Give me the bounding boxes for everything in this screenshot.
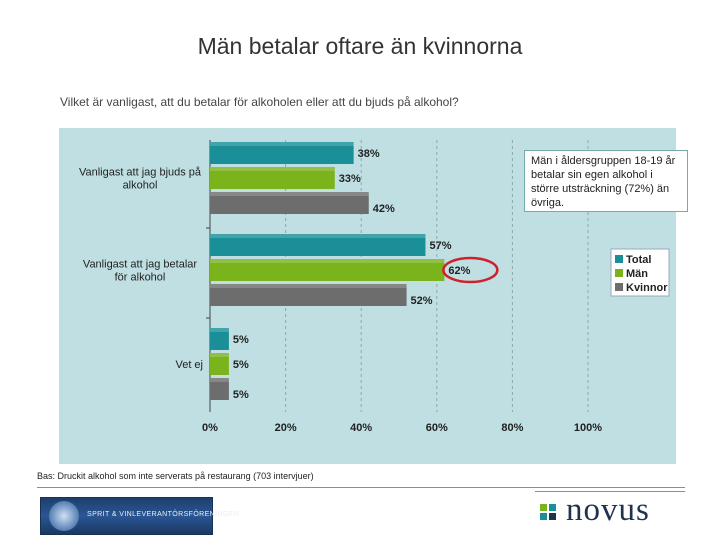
logo-divider: [535, 491, 685, 492]
legend-label: Total: [626, 254, 651, 266]
category-label: Vanligast att jag bjuds på alkohol: [79, 167, 202, 192]
bar: [210, 328, 229, 350]
x-tick-label: 20%: [275, 422, 297, 434]
logo-square-icon: [540, 504, 547, 511]
bar: [210, 284, 407, 306]
category-label: Vanligast att jag betalar för alkohol: [83, 259, 197, 284]
data-label: 52%: [411, 295, 433, 307]
highlight-ellipse: [442, 256, 499, 284]
callout-note: Män i åldersgruppen 18-19 år betalar sin…: [524, 150, 688, 212]
chart-question: Vilket är vanligast, att du betalar för …: [60, 95, 459, 109]
logo-square-icon: [549, 513, 556, 520]
page-title: Män betalar oftare än kvinnorna: [197, 33, 523, 59]
bar-highlight: [210, 234, 426, 238]
base-footnote: Bas: Druckit alkohol som inte serverats …: [37, 471, 314, 481]
x-tick-label: 0%: [202, 422, 218, 434]
logo-square-icon: [549, 504, 556, 511]
data-label: 5%: [233, 389, 249, 401]
bar: [210, 167, 335, 189]
bar: [210, 142, 354, 164]
bar-highlight: [210, 328, 229, 332]
bar: [210, 378, 229, 400]
data-label: 5%: [233, 334, 249, 346]
data-label: 62%: [448, 265, 470, 277]
bar-highlight: [210, 378, 229, 382]
bar-highlight: [210, 284, 407, 288]
bar: [210, 353, 229, 375]
novus-logo: novus: [536, 492, 686, 532]
logo-left-text: SPRIT & VINLEVERANTÖRSFÖRENINGEN: [87, 511, 240, 518]
bar-highlight: [210, 167, 335, 171]
data-label: 33%: [339, 173, 361, 185]
data-label: 42%: [373, 203, 395, 215]
bar: [210, 259, 445, 281]
footer-divider: [37, 487, 685, 488]
bar-highlight: [210, 192, 369, 196]
bar-highlight: [210, 142, 354, 146]
x-tick-label: 100%: [574, 422, 602, 434]
category-label: Vet ej: [175, 359, 203, 371]
legend-swatch: [615, 255, 623, 263]
data-label: 5%: [233, 359, 249, 371]
legend-label: Män: [626, 268, 648, 280]
bar: [210, 192, 369, 214]
x-tick-label: 80%: [501, 422, 523, 434]
bar-highlight: [210, 259, 445, 263]
logo-right-text: novus: [566, 492, 650, 528]
data-label: 57%: [429, 240, 451, 252]
legend-swatch: [615, 269, 623, 277]
x-tick-label: 40%: [350, 422, 372, 434]
emblem-icon: [49, 501, 79, 531]
data-label: 38%: [358, 148, 380, 160]
spritvin-logo: SPRIT & VINLEVERANTÖRSFÖRENINGEN: [40, 497, 239, 535]
logo-square-icon: [540, 513, 547, 520]
legend-label: Kvinnor: [626, 282, 668, 294]
legend-swatch: [615, 283, 623, 291]
x-tick-label: 60%: [426, 422, 448, 434]
bar: [210, 234, 426, 256]
bar-highlight: [210, 353, 229, 357]
